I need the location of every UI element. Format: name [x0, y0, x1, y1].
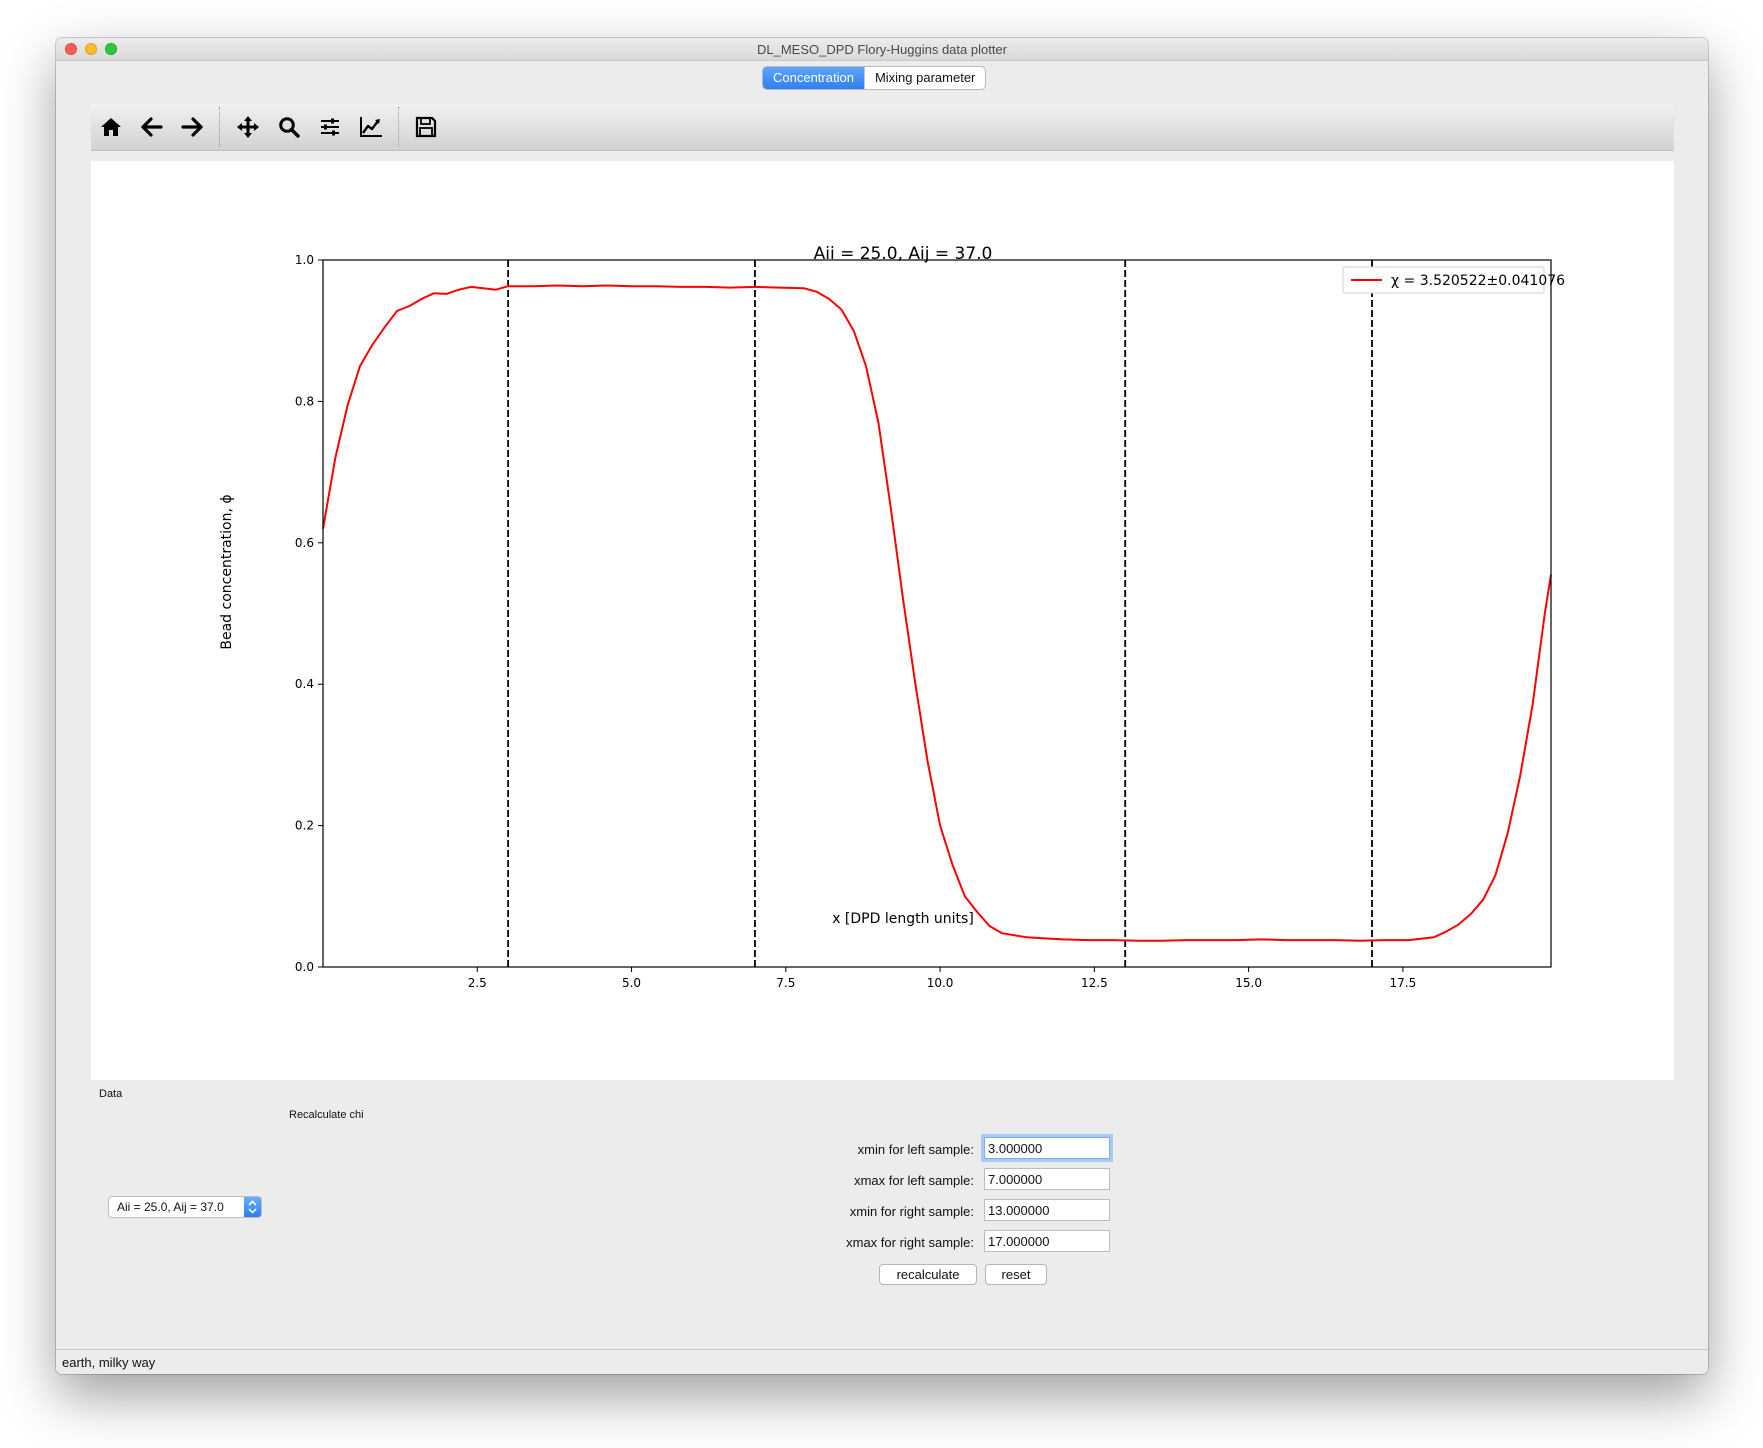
close-window-button[interactable]: [65, 43, 77, 55]
y-axis-label: Bead concentration, ϕ: [219, 494, 235, 649]
plot-frame: [322, 259, 1552, 968]
y-tick-label: 1.0: [295, 253, 314, 267]
reset-button[interactable]: reset: [985, 1264, 1047, 1285]
home-icon: [101, 118, 121, 136]
save-button[interactable]: [411, 113, 441, 141]
toolbar-separator: [398, 107, 399, 147]
back-button[interactable]: [137, 113, 167, 141]
series-line: [322, 284, 1552, 942]
legend-box: [1342, 266, 1545, 294]
axis-ticks: 2.5 5.0 7.5 10.0 12.5 15.0 17.5 0.0 0.2 0.4 0.6 0.8…: [295, 253, 1416, 990]
pan-icon: [237, 116, 259, 138]
toolbar-separator: [219, 107, 220, 147]
edit-axis-icon: [360, 117, 382, 137]
y-tick-label: 0.8: [295, 394, 314, 408]
forward-button[interactable]: [177, 113, 207, 141]
plot-canvas[interactable]: Aii = 25.0, Aij = 37.0 x [DPD length uni…: [91, 161, 1674, 1080]
configure-subplots-icon: [321, 118, 339, 136]
title-bar: DL_MESO_DPD Flory-Huggins data plotter: [56, 38, 1708, 61]
xmax-right-label: xmax for right sample:: [846, 1235, 974, 1250]
y-tick-label: 0.2: [295, 819, 314, 833]
configure-subplots-button[interactable]: [315, 113, 345, 141]
x-tick-label: 5.0: [622, 976, 641, 990]
back-arrow-icon: [141, 117, 163, 137]
recalculate-button[interactable]: recalculate: [879, 1264, 977, 1285]
forward-arrow-icon: [181, 117, 203, 137]
y-tick-label: 0.4: [295, 677, 314, 691]
dataset-select[interactable]: Aii = 25.0, Aij = 37.0: [108, 1196, 262, 1218]
pan-button[interactable]: [233, 113, 263, 141]
window-title: DL_MESO_DPD Flory-Huggins data plotter: [757, 42, 1007, 57]
minimize-window-button[interactable]: [85, 43, 97, 55]
x-tick-label: 7.5: [776, 976, 795, 990]
tab-concentration[interactable]: Concentration: [763, 67, 864, 89]
xmin-left-input[interactable]: [984, 1137, 1110, 1159]
status-bar: earth, milky way: [56, 1349, 1708, 1374]
x-tick-label: 17.5: [1390, 976, 1417, 990]
dataset-select-value: Aii = 25.0, Aij = 37.0: [117, 1200, 224, 1214]
y-tick-label: 0.6: [295, 536, 314, 550]
plot-toolbar: [91, 104, 1674, 151]
x-tick-label: 12.5: [1081, 976, 1108, 990]
chart-title: Aii = 25.0, Aij = 37.0: [814, 244, 993, 264]
xmax-left-label: xmax for left sample:: [854, 1173, 974, 1188]
x-tick-label: 10.0: [927, 976, 954, 990]
app-window: DL_MESO_DPD Flory-Huggins data plotter C…: [56, 38, 1708, 1374]
x-tick-label: 2.5: [468, 976, 487, 990]
home-button[interactable]: [96, 113, 126, 141]
concentration-chart: Aii = 25.0, Aij = 37.0 x [DPD length uni…: [219, 244, 1565, 990]
xmin-right-input[interactable]: [984, 1199, 1110, 1221]
legend-label: χ = 3.520522±0.041076: [1391, 273, 1565, 289]
sample-boundary-lines: [507, 260, 1373, 967]
xmax-left-input[interactable]: [984, 1168, 1110, 1190]
legend: χ = 3.520522±0.041076: [1342, 266, 1565, 294]
save-icon: [415, 116, 437, 138]
xmin-left-label: xmin for left sample:: [857, 1142, 974, 1157]
x-axis-label: x [DPD length units]: [832, 911, 974, 927]
edit-axis-button[interactable]: [356, 113, 386, 141]
zoom-button[interactable]: [274, 113, 304, 141]
tab-bar: Concentration Mixing parameter: [762, 66, 987, 90]
select-stepper-icon: [244, 1197, 261, 1217]
status-text: earth, milky way: [62, 1355, 156, 1370]
xmin-right-label: xmin for right sample:: [849, 1204, 974, 1219]
data-section-label: Data: [99, 1088, 123, 1100]
xmax-right-input[interactable]: [984, 1230, 1110, 1252]
x-tick-label: 15.0: [1235, 976, 1262, 990]
zoom-window-button[interactable]: [105, 43, 117, 55]
zoom-icon: [279, 117, 300, 138]
y-tick-label: 0.0: [295, 960, 314, 974]
recalc-section-label: Recalculate chi: [289, 1109, 364, 1121]
tab-mixing-parameter[interactable]: Mixing parameter: [863, 67, 985, 89]
